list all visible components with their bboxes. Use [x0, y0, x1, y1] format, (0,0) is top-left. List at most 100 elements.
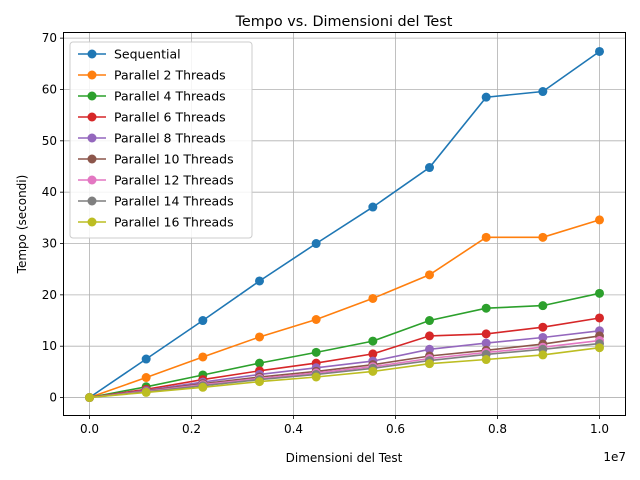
- legend-box: [69, 41, 253, 239]
- plot-frame: [63, 32, 626, 416]
- data-point: [595, 288, 604, 298]
- data-point: [311, 347, 321, 357]
- data-point: [141, 387, 151, 397]
- data-point: [368, 349, 378, 359]
- data-point: [254, 377, 264, 387]
- legend-marker: [87, 112, 97, 122]
- data-point: [424, 331, 434, 341]
- data-point: [311, 315, 321, 324]
- legend-marker: [87, 154, 97, 164]
- data-point: [198, 382, 208, 392]
- legend-item: Parallel 2 Threads: [78, 68, 226, 83]
- series-sequential: [85, 46, 604, 403]
- data-point: [481, 92, 491, 102]
- legend-item: Parallel 4 Threads: [78, 89, 226, 104]
- y-tick-label: 20: [42, 288, 57, 302]
- data-point: [254, 332, 264, 342]
- data-point: [538, 350, 548, 360]
- data-point: [198, 316, 208, 326]
- legend-label: Parallel 10 Threads: [114, 152, 234, 167]
- legend-marker: [87, 175, 97, 185]
- legend-item: Parallel 12 Threads: [78, 173, 234, 188]
- legend: Sequential Parallel 2 Threads Parallel 4 T…: [69, 41, 253, 239]
- series-layer: [85, 46, 604, 403]
- series-line: [89, 317, 600, 399]
- data-point: [424, 163, 434, 173]
- legend-label: Parallel 14 Threads: [114, 194, 234, 209]
- legend-item: Parallel 14 Threads: [78, 194, 234, 209]
- x-axis-label: Dimensioni del Test: [286, 451, 403, 465]
- y-axis-ticks: 0 10 20 30 40 50 60 70: [42, 31, 64, 405]
- series-line: [89, 219, 600, 399]
- data-point: [254, 276, 264, 286]
- x-axis-ticks: 0.0 0.2 0.4 0.6 0.8 1.0: [80, 415, 609, 436]
- data-point: [538, 332, 548, 342]
- data-point: [85, 393, 94, 403]
- x-tick-label: 1.0: [590, 422, 609, 436]
- data-point: [595, 313, 604, 323]
- data-point: [595, 215, 604, 225]
- y-tick-label: 70: [42, 31, 57, 45]
- legend-item: Sequential: [78, 47, 181, 62]
- data-point: [481, 355, 491, 365]
- data-point: [198, 352, 208, 362]
- y-tick-label: 30: [42, 237, 57, 251]
- data-point: [481, 232, 491, 242]
- legend-marker: [87, 133, 97, 143]
- legend-marker: [87, 70, 97, 80]
- y-tick-label: 50: [42, 134, 57, 148]
- data-point: [368, 202, 378, 212]
- legend-item: Parallel 10 Threads: [78, 152, 234, 167]
- data-point: [538, 232, 548, 242]
- data-point: [141, 354, 151, 364]
- series-line: [89, 292, 600, 399]
- data-point: [595, 46, 604, 56]
- data-point: [311, 372, 321, 382]
- data-point: [538, 301, 548, 311]
- series-parallel-16-threads: [85, 343, 604, 403]
- legend-item: Parallel 16 Threads: [78, 215, 234, 230]
- legend-label: Parallel 6 Threads: [114, 110, 226, 125]
- y-tick-label: 40: [42, 185, 57, 199]
- data-point: [368, 336, 378, 346]
- legend-marker: [87, 91, 97, 101]
- y-tick-label: 0: [49, 391, 57, 405]
- series-line: [89, 330, 600, 399]
- data-point: [254, 358, 264, 368]
- x-tick-label: 0.2: [182, 422, 201, 436]
- data-point: [538, 87, 548, 97]
- legend-item: Parallel 8 Threads: [78, 131, 226, 146]
- data-point: [595, 343, 604, 353]
- legend-label: Parallel 8 Threads: [114, 131, 226, 146]
- series-line: [89, 346, 600, 399]
- legend-label: Parallel 2 Threads: [114, 68, 226, 83]
- data-point: [424, 316, 434, 326]
- legend-label: Sequential: [114, 47, 181, 62]
- legend-label: Parallel 16 Threads: [114, 215, 234, 230]
- y-tick-label: 60: [42, 82, 57, 96]
- series-line: [89, 50, 600, 399]
- legend-item: Parallel 6 Threads: [78, 110, 226, 125]
- data-point: [481, 338, 491, 348]
- data-point: [424, 344, 434, 354]
- x-axis-scale-label: 1e7: [603, 450, 626, 464]
- legend-label: Parallel 4 Threads: [114, 89, 226, 104]
- data-point: [141, 373, 151, 383]
- x-tick-label: 0.8: [488, 422, 507, 436]
- legend-label: Parallel 12 Threads: [114, 173, 234, 188]
- series-line: [89, 342, 600, 399]
- x-tick-label: 0.6: [386, 422, 405, 436]
- x-tick-label: 0.4: [284, 422, 303, 436]
- data-point: [481, 303, 491, 313]
- data-point: [368, 293, 378, 303]
- data-point: [424, 270, 434, 280]
- data-point: [538, 322, 548, 332]
- legend-marker: [87, 196, 97, 206]
- data-point: [481, 329, 491, 339]
- y-tick-label: 10: [42, 339, 57, 353]
- y-axis-label: Tempo (secondi): [15, 175, 29, 275]
- legend-marker: [87, 49, 97, 59]
- chart-title: Tempo vs. Dimensioni del Test: [235, 14, 453, 30]
- data-point: [424, 359, 434, 369]
